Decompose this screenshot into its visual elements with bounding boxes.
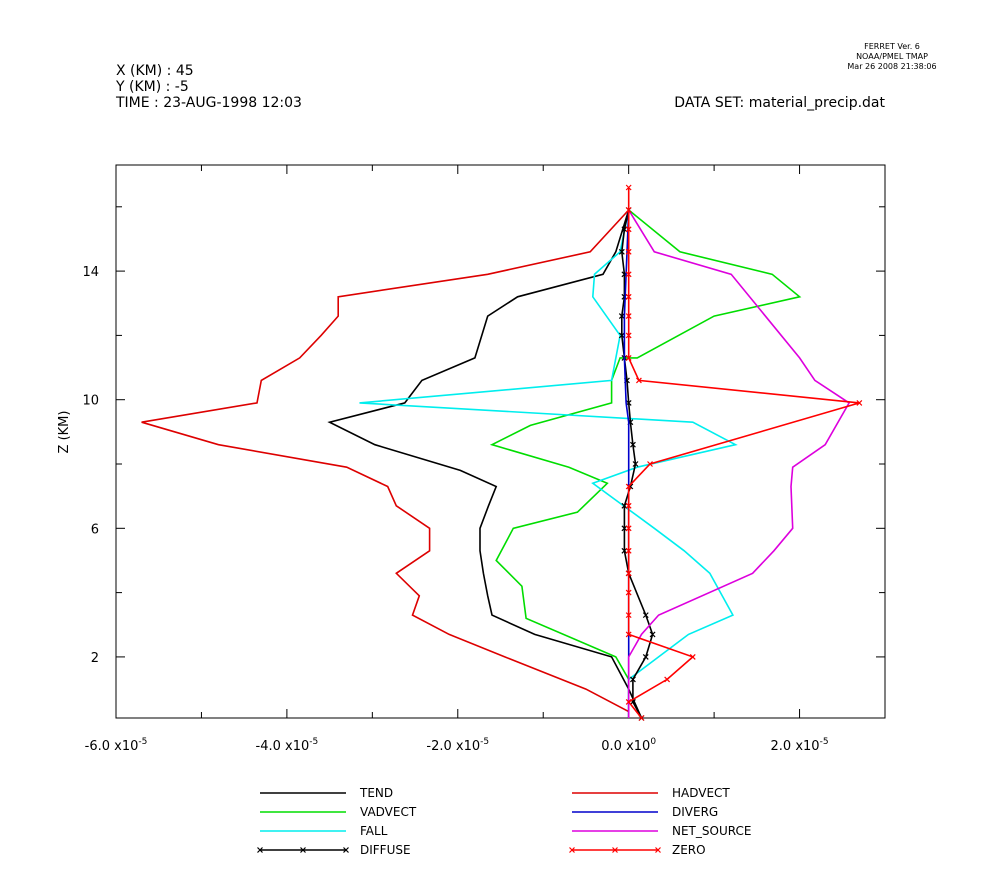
- series-point-zero: [625, 313, 632, 320]
- series-point-zero: [625, 184, 632, 191]
- series-point-zero: [638, 715, 645, 721]
- legend-marker: [612, 847, 618, 853]
- series-point-diffuse: [621, 547, 628, 554]
- series-point-diffuse: [642, 653, 649, 660]
- series-line-zero: [627, 187, 860, 719]
- y-tick-label: 2: [91, 651, 99, 666]
- series-point-diffuse: [649, 631, 656, 638]
- series-point-zero: [625, 612, 632, 619]
- series-point-zero: [625, 226, 632, 233]
- legend-label-diffuse: DIFFUSE: [360, 843, 411, 857]
- series-point-diffuse: [618, 248, 625, 255]
- series-point-zero: [625, 570, 632, 577]
- stamp-version: FERRET Ver. 6: [864, 42, 920, 51]
- plot-frame: [115, 164, 886, 719]
- header-x-position: X (KM) : 45: [116, 63, 194, 79]
- series-line-fall: [359, 209, 738, 718]
- series-point-zero: [856, 399, 863, 406]
- header-dataset: DATA SET: material_precip.dat: [674, 95, 885, 111]
- y-tick-label: 10: [82, 394, 99, 409]
- series-point-diffuse: [621, 525, 628, 532]
- legend-marker: [300, 847, 306, 853]
- series-point-zero: [625, 525, 632, 532]
- series-point-diffuse: [630, 676, 636, 683]
- header-time: TIME : 23-AUG-1998 12:03: [115, 95, 302, 111]
- x-tick-labels: -6.0 x10-5 -4.0 x10-5 -2.0 x10-5 0.0 x100 2.…: [85, 737, 829, 754]
- series-point-zero: [625, 502, 632, 509]
- series-point-zero: [625, 589, 632, 596]
- series-line-hadvect: [141, 209, 630, 713]
- stamp-organization: NOAA/PMEL TMAP: [856, 52, 928, 61]
- legend-label-diverg: DIVERG: [672, 805, 718, 819]
- series-point-diffuse: [632, 461, 639, 467]
- series-line-tend: [327, 209, 643, 719]
- series-point-zero: [625, 271, 632, 278]
- legend-marker: [343, 847, 349, 853]
- header-y-position: Y (KM) : -5: [115, 79, 189, 95]
- series-point-diffuse: [618, 313, 625, 320]
- x-tick-label: 2.0 x10-5: [771, 737, 829, 754]
- series-point-zero: [625, 699, 632, 705]
- series-point-zero: [625, 293, 632, 300]
- y-tick-label: 14: [82, 265, 99, 280]
- axis-ticks: [115, 165, 886, 718]
- series-point-zero: [625, 547, 632, 554]
- series-line-net-source: [627, 209, 851, 718]
- series-point-zero: [647, 461, 653, 467]
- series-point-diffuse: [630, 441, 636, 448]
- x-tick-label: -2.0 x10-5: [426, 737, 489, 754]
- series-point-zero: [625, 207, 632, 213]
- legend-label-net-source: NET_SOURCE: [672, 824, 751, 838]
- legend-label-vadvect: VADVECT: [360, 805, 417, 819]
- series-point-diffuse: [621, 226, 628, 233]
- series-point-zero: [664, 676, 671, 683]
- legend-label-hadvect: HADVECT: [672, 786, 730, 800]
- series-point-zero: [625, 248, 632, 255]
- series-point-zero: [635, 377, 642, 384]
- stamp-date: Mar 26 2008 21:38:06: [847, 62, 936, 71]
- series-point-diffuse: [642, 612, 649, 619]
- y-tick-label: 6: [91, 522, 99, 537]
- legend-marker: [655, 847, 661, 853]
- y-axis-label: Z (KM): [57, 411, 72, 454]
- series-line-diffuse: [620, 209, 654, 719]
- series-point-diffuse: [618, 332, 625, 339]
- legend-marker: [257, 847, 263, 853]
- series-point-diffuse: [621, 502, 628, 509]
- x-tick-label: -6.0 x10-5: [85, 737, 148, 754]
- series-point-zero: [625, 354, 632, 361]
- series-point-zero: [625, 332, 632, 339]
- legend: TEND VADVECT FALL DIFFUSE HADVECT DIVERG NET_S…: [257, 786, 751, 857]
- series-point-zero: [625, 483, 632, 490]
- series-point-zero: [625, 631, 632, 638]
- x-tick-label: -4.0 x10-5: [256, 737, 319, 754]
- legend-label-tend: TEND: [359, 786, 393, 800]
- series-point-zero: [689, 653, 696, 660]
- data-series: [141, 184, 863, 721]
- y-tick-labels: 2 6 10 14: [82, 265, 99, 666]
- series-line-vadvect: [489, 209, 802, 718]
- x-tick-label: 0.0 x100: [601, 737, 656, 754]
- legend-marker: [569, 847, 575, 853]
- legend-label-fall: FALL: [360, 824, 388, 838]
- legend-label-zero: ZERO: [672, 843, 706, 857]
